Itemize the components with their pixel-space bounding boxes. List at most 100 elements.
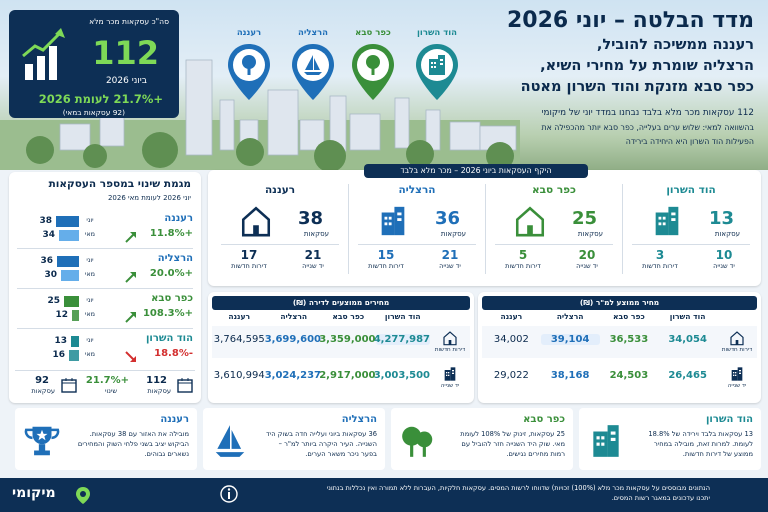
city-pin: כפר סבא [350,28,396,106]
summary-text: 13 עסקאות בלבד וירידה של 18.8% לעומת. למ… [648,430,753,458]
total-june-value: 112 [146,375,167,386]
divider [632,244,750,245]
volume-city-name: כפר סבא [531,184,576,196]
table-cell: 3,699,600 [264,334,321,345]
sailboat-icon [215,425,245,457]
building-icon [444,367,456,381]
bar-label: מאי [84,350,96,358]
volume-panel-title: היקף העסקאות ביוני 2026 – מכר מלא בלבד [364,164,588,178]
trees-icon [402,426,433,457]
table-cell: 39,104 [540,334,600,345]
new-apartments-split: 17 דירות חדשות [219,248,279,270]
summary-city-name: הרצליה [341,414,377,425]
change-panel: מגמת שינוי במספר העסקאות יוני 2026 לעומת… [9,172,201,403]
brand-logo-icon [76,487,90,504]
summary-city-name: רעננה [160,414,189,425]
pin-symbol [425,53,449,81]
volume-cities: הוד השרון 13 עסקאות 10 יד שנייה 3 דירות חדשות כ… [212,180,758,284]
note-line-2: הפעילות הוד השרון היא היחידה בירידה [625,137,754,146]
second-hand-split: 21 יד שנייה [420,248,480,270]
trophy-icon [24,426,60,456]
page-title: מדד הבלטה – יוני 2026 [506,8,754,33]
bar-june [64,296,79,307]
table-column-header: רעננה [500,312,523,321]
second-hand-label: יד שנייה [576,262,598,270]
row-label: דירות חדשות [434,347,466,353]
volume-total: 36 [434,208,460,229]
row-label: יד שנייה [440,383,460,389]
total-change-label: שינוי [104,387,117,395]
pin-symbol [301,53,325,81]
pin-city-name: הרצליה [298,28,328,38]
volume-city-name: רעננה [264,184,296,196]
volume-unit: עסקאות [577,230,603,238]
bar-label: מאי [84,310,96,318]
volume-city-name: הרצליה [398,184,436,196]
table-cell: 3,764,595 [213,334,265,345]
table-column-header: הרצליה [280,312,308,321]
bar-value: 25 [47,296,60,306]
house-icon [515,206,545,237]
volume-city-block: הוד השרון 13 עסקאות 10 יד שנייה 3 דירות חדשות [622,180,758,274]
table-row [482,362,757,394]
kpi-label: סה"כ עסקאות מכר מלא [89,17,169,26]
table-column-header: כפר סבא [332,312,365,321]
row-icon [442,330,458,350]
building-icon [731,367,743,381]
change-pct: -18.8% [154,348,193,359]
bar-label: יוני [86,296,94,304]
second-hand-count: 20 [578,248,596,262]
change-pct: +108.3% [142,308,193,319]
second-hand-label: יד שנייה [713,262,735,270]
total-change-pct: +21.7% [85,375,129,386]
new-apartments-label: דירות חדשות [368,262,404,270]
summary-icon [399,422,437,464]
growth-chart-icon [22,28,65,80]
house-icon [241,206,271,237]
volume-icon [650,204,684,242]
table-column-header: הוד השרון [669,312,706,321]
divider [17,288,193,289]
apt-table-title: מחירים ממוצעים לדירה (₪) [212,296,470,310]
brand-name: מיקומי [12,485,56,501]
arrow-up-icon [125,272,136,283]
kpi-value: 112 [92,34,159,72]
volume-city-block: כפר סבא 25 עסקאות 20 יד שנייה 5 דירות חדשות [485,180,621,274]
bar-label: מאי [84,230,96,238]
table-row [482,326,757,358]
city-summary-card: הרצליה 36 עסקאות ביוני ועלייה חדה בשוק הי… [203,408,385,470]
change-row: כפר סבא +108.3% יוני 25 מאי 12 [9,288,201,326]
volume-city-name: הוד השרון [666,184,716,196]
volume-unit: עסקאות [440,230,466,238]
summary-icon [587,422,625,464]
change-pct: +20.0% [149,268,193,279]
change-totals: 112 עסקאות +21.7% שינוי 92 עסקאות [15,370,195,398]
summary-icon [211,422,249,464]
second-hand-split: 21 יד שנייה [283,248,343,270]
new-apartments-split: 15 דירות חדשות [356,248,416,270]
footer-disclaimer: הנתונים מבוססים על עסקאות מכר מלא (100%)… [230,483,710,503]
house-icon [443,331,457,346]
table-cell: 29,022 [493,370,529,381]
divider [221,244,339,245]
tree-icon [366,55,380,75]
change-city-name: הוד השרון [145,333,193,344]
bar-value: 30 [44,270,57,280]
table-cell: 2,917,000 [319,370,376,381]
bar-may [59,230,79,241]
summary-city-name: הוד השרון [705,414,753,425]
city-pin: רעננה [226,28,272,106]
table-cell: 3,359,000 [319,334,376,345]
volume-unit: עסקאות [714,230,740,238]
pin-city-name: הוד השרון [417,28,457,38]
bar-june [71,336,79,347]
arrow-up-icon [125,312,136,323]
table-cell: 3,024,237 [264,370,321,381]
bar-may [61,270,79,281]
total-may-value: 92 [35,375,49,386]
new-apartments-label: דירות חדשות [505,262,541,270]
city-summary-card: כפר סבא 25 עסקאות, זינוק של 108% לעומת מא… [391,408,573,470]
change-subtitle: יוני 2026 לעומת מאי 2026 [107,194,191,202]
volume-city-block: רעננה 38 עסקאות 21 יד שנייה 17 דירות חדשות [213,180,347,270]
tree-icon [242,55,256,75]
